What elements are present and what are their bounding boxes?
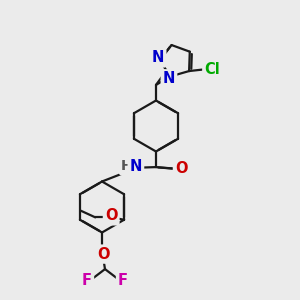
Text: Cl: Cl bbox=[204, 62, 220, 77]
Text: N: N bbox=[163, 71, 175, 86]
Text: O: O bbox=[97, 247, 110, 262]
Text: F: F bbox=[82, 273, 92, 288]
Text: H: H bbox=[121, 159, 133, 173]
Text: N: N bbox=[152, 50, 164, 65]
Text: N: N bbox=[130, 159, 142, 174]
Text: F: F bbox=[118, 273, 128, 288]
Text: O: O bbox=[105, 208, 117, 223]
Text: O: O bbox=[175, 161, 188, 176]
